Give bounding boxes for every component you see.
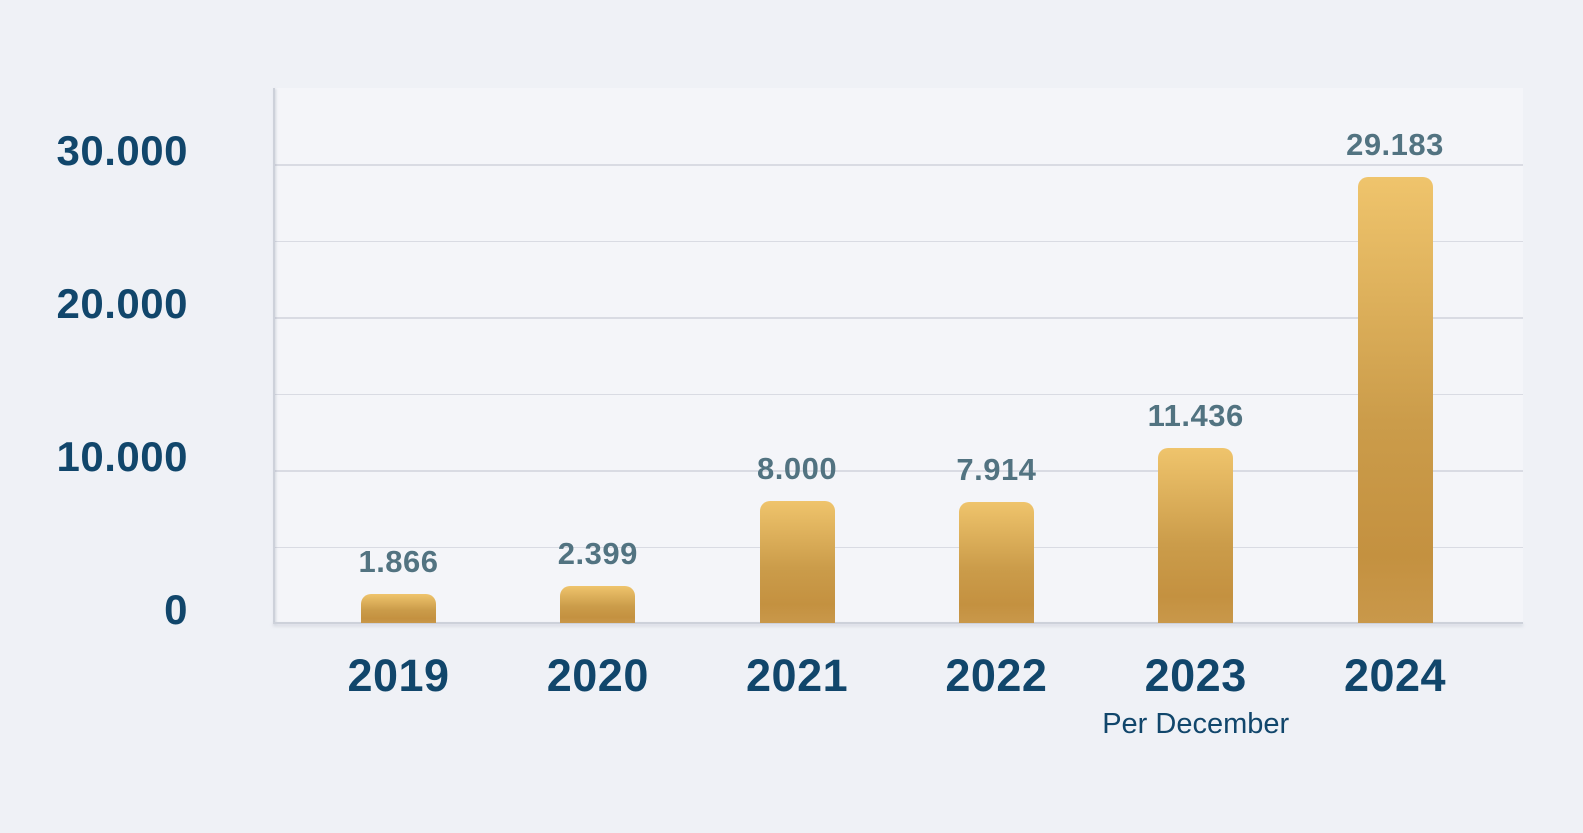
- gridline-10000: [273, 470, 1523, 472]
- x-category-label-2023: 2023: [1144, 650, 1247, 701]
- y-tick-label: 20.000: [56, 280, 188, 328]
- bar-2023: [1158, 448, 1234, 623]
- bar-value-label: 7.914: [956, 452, 1037, 488]
- gridline-15000: [273, 393, 1523, 396]
- x-category-sublabel: Per December: [1102, 708, 1290, 740]
- bar-2022: [958, 502, 1034, 623]
- bar-value-label: 29.183: [1346, 126, 1444, 162]
- gridline-25000: [273, 240, 1523, 243]
- x-category-label-2021: 2021: [746, 650, 849, 701]
- y-tick-label: 30.000: [56, 127, 188, 175]
- y-tick-label: 10.000: [56, 433, 188, 481]
- bar-2019: [361, 594, 436, 623]
- bar-2021: [759, 500, 835, 623]
- bar-2024: [1357, 176, 1433, 623]
- y-tick-label: 0: [164, 586, 188, 633]
- bar-2020: [560, 586, 636, 623]
- x-category-label-2022: 2022: [945, 650, 1048, 701]
- bar-value-label: 2.399: [557, 536, 638, 572]
- bar-value-label: 8.000: [757, 450, 838, 486]
- x-axis-baseline: [273, 622, 1523, 624]
- bar-value-label: 11.436: [1147, 398, 1244, 434]
- gridline-30000: [273, 164, 1523, 166]
- x-category-label-2024: 2024: [1343, 650, 1447, 701]
- y-axis-line: [273, 88, 275, 623]
- plot-area: [273, 88, 1523, 623]
- x-category-label-2019: 2019: [347, 650, 450, 701]
- x-category-label-2020: 2020: [546, 650, 649, 701]
- gridline-5000: [273, 546, 1523, 549]
- bar-value-label: 1.866: [358, 544, 439, 580]
- gridline-20000: [273, 317, 1523, 319]
